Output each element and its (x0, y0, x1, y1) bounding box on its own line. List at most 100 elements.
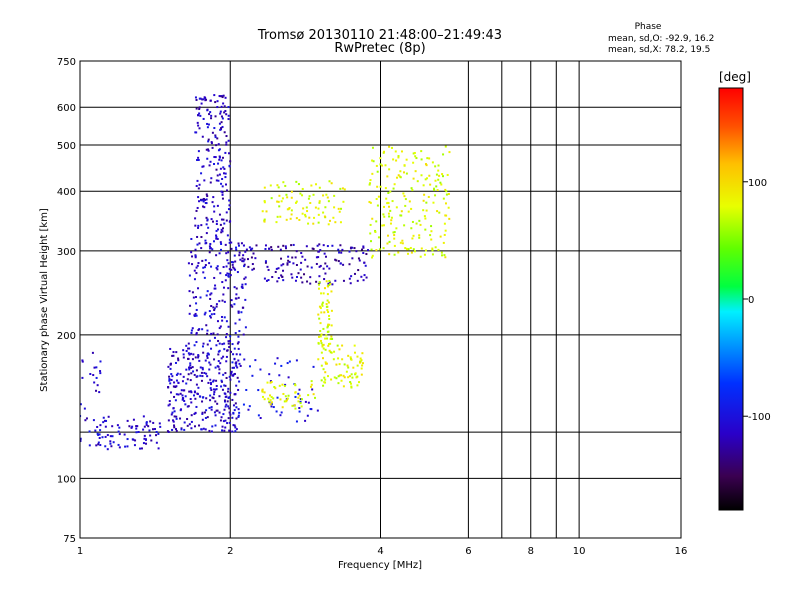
data-point (98, 391, 101, 394)
data-point (359, 360, 362, 363)
data-point (157, 447, 160, 450)
data-point (189, 362, 192, 365)
data-point (231, 366, 234, 369)
data-point (221, 177, 224, 180)
data-point (327, 223, 330, 226)
data-point (349, 282, 352, 285)
data-point (301, 255, 304, 258)
data-point (106, 434, 109, 437)
data-point (395, 206, 398, 209)
data-point (204, 239, 207, 242)
data-point (418, 236, 421, 239)
data-point (389, 209, 392, 212)
data-point (99, 360, 102, 363)
data-point (235, 384, 238, 387)
data-point (326, 326, 329, 329)
data-point (407, 248, 410, 251)
data-point (183, 389, 186, 392)
data-point (235, 293, 238, 296)
data-point (224, 109, 227, 112)
data-point (328, 314, 331, 317)
data-point (194, 217, 197, 220)
x-tick-label: 2 (227, 546, 233, 557)
data-point (219, 110, 222, 113)
data-point (348, 263, 351, 266)
data-point (221, 319, 224, 322)
data-point (155, 434, 158, 437)
data-point (287, 394, 290, 397)
data-point (319, 307, 322, 310)
data-point (233, 372, 236, 375)
data-point (277, 267, 280, 270)
data-point (118, 433, 121, 436)
data-point (267, 268, 270, 271)
data-point (270, 246, 273, 249)
data-point (264, 260, 267, 263)
data-point (237, 359, 240, 362)
data-point (93, 381, 96, 384)
data-point (95, 366, 98, 369)
data-point (235, 248, 238, 251)
data-point (205, 372, 208, 375)
data-point (337, 260, 340, 263)
data-point (261, 390, 264, 393)
data-point (149, 434, 152, 437)
data-point (323, 278, 326, 281)
data-point (337, 207, 340, 210)
data-point (290, 244, 293, 247)
data-point (210, 347, 213, 350)
data-point (221, 429, 224, 432)
data-point (277, 186, 280, 189)
data-point (201, 411, 204, 414)
data-point (365, 276, 368, 279)
data-point (304, 419, 307, 422)
data-point (98, 436, 101, 439)
data-point (282, 269, 285, 272)
data-point (290, 196, 293, 199)
data-point (305, 206, 308, 209)
data-point (348, 277, 351, 280)
data-point (81, 359, 84, 362)
data-point (147, 425, 150, 428)
data-point (365, 253, 368, 256)
data-point (304, 258, 307, 261)
data-point (244, 298, 247, 301)
data-point (96, 384, 99, 387)
data-point (208, 310, 211, 313)
data-point (291, 276, 294, 279)
data-point (290, 209, 293, 212)
data-point (241, 260, 244, 263)
data-point (187, 373, 190, 376)
data-point (211, 146, 214, 149)
data-point (334, 279, 337, 282)
data-point (286, 397, 289, 400)
data-point (383, 205, 386, 208)
data-point (397, 174, 400, 177)
data-point (238, 254, 241, 257)
data-point (363, 261, 366, 264)
data-point (148, 429, 151, 432)
data-point (262, 395, 265, 398)
x-tick-label: 4 (377, 546, 383, 557)
data-point (282, 263, 285, 266)
data-point (391, 146, 394, 149)
data-point (227, 114, 230, 117)
data-point (198, 424, 201, 427)
data-point (220, 115, 223, 118)
data-point (201, 135, 204, 138)
data-point (237, 414, 240, 417)
data-point (328, 267, 331, 270)
data-point (424, 163, 427, 166)
data-point (314, 396, 317, 399)
data-point (206, 218, 209, 221)
data-point (195, 405, 198, 408)
stats-heading: Phase (635, 22, 662, 32)
data-point (297, 400, 300, 403)
data-point (175, 417, 178, 420)
data-point (223, 300, 226, 303)
data-point (338, 374, 341, 377)
data-point (188, 368, 191, 371)
data-point (355, 376, 358, 379)
data-point (297, 392, 300, 395)
data-point (227, 396, 230, 399)
